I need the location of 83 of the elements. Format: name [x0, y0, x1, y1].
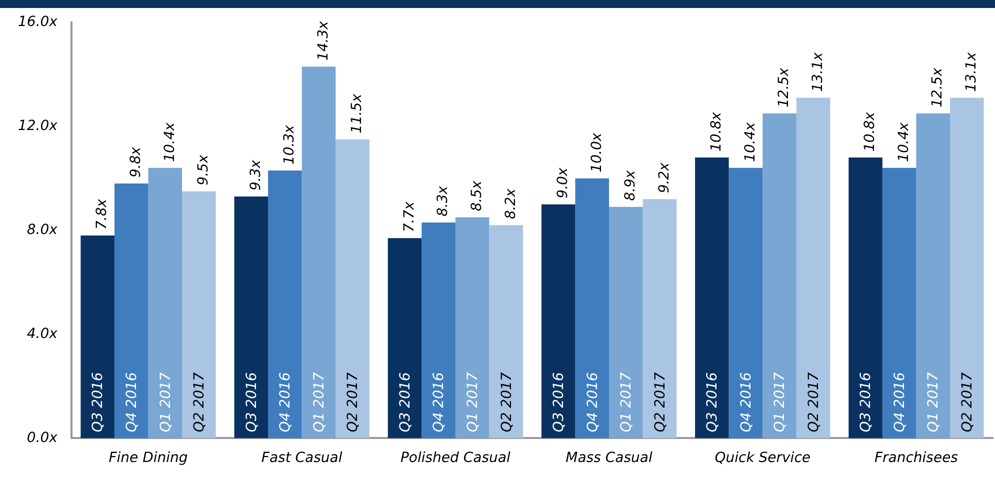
bar: [728, 168, 763, 438]
data-label: 8.3x: [435, 185, 452, 217]
bar: [796, 98, 830, 438]
x-tick-label: Fine Dining: [108, 450, 188, 466]
bar: [575, 178, 610, 438]
text: Q1 2017: [464, 372, 481, 432]
bar: [114, 184, 148, 438]
series-label: Q2 2017: [192, 372, 208, 432]
data-label: 13.1x: [964, 52, 980, 92]
bar: [762, 113, 796, 438]
bar: [695, 158, 729, 438]
bar: [882, 168, 916, 438]
y-tick-label: 8.0x: [26, 222, 58, 238]
bar: [388, 238, 422, 438]
y-tick-label: 16.0x: [18, 14, 58, 30]
data-label: 7.7x: [401, 200, 418, 232]
data-label: 9.5x: [196, 154, 212, 186]
data-label: 8.2x: [502, 188, 519, 220]
data-label: 11.5x: [349, 93, 366, 134]
bar: [489, 225, 524, 438]
data-label: 7.8x: [94, 198, 110, 230]
text: Q3 2016: [858, 372, 874, 432]
data-label: 9.3x: [248, 159, 264, 191]
text: Q1 2017: [618, 372, 635, 432]
data-label: 10.4x: [742, 122, 758, 162]
data-label: 10.0x: [588, 132, 605, 172]
data-label: 13.1x: [810, 52, 826, 92]
bar: [268, 170, 302, 438]
text: Q3 2016: [397, 372, 414, 432]
text: Q1 2017: [926, 372, 942, 432]
text: Q2 2017: [806, 372, 822, 432]
data-label: 9.0x: [554, 167, 571, 198]
series-label: Q3 2016: [90, 372, 106, 432]
bar: [234, 196, 268, 438]
data-label: 14.3x: [315, 20, 332, 61]
bar: [336, 139, 370, 438]
data-label: 9.2x: [656, 162, 672, 194]
bar: [182, 191, 216, 438]
x-tick-label: Quick Service: [714, 450, 811, 466]
x-tick-label: Fast Casual: [261, 450, 342, 466]
text: Q4 2016: [278, 372, 294, 432]
x-tick-label: Franchisees: [874, 450, 958, 466]
text: Q4 2016: [431, 372, 448, 432]
x-tick-label: Polished Casual: [400, 450, 510, 466]
y-tick-label: 4.0x: [26, 326, 58, 342]
text: Q2 2017: [652, 372, 668, 432]
bar: [302, 66, 336, 438]
series-label: Q4 2016: [124, 372, 140, 432]
bar: [541, 204, 576, 438]
data-label: 10.8x: [708, 111, 725, 152]
data-label: 9.8x: [128, 146, 144, 178]
data-label: 8.5x: [468, 180, 485, 212]
bar: [950, 98, 984, 438]
text: Q3 2016: [244, 372, 260, 432]
x-tick-label: Mass Casual: [566, 450, 652, 466]
text: Q4 2016: [738, 372, 754, 432]
y-tick-label: 12.0x: [18, 118, 58, 134]
text: Q2 2017: [498, 372, 515, 432]
y-tick-label: 0.0x: [26, 430, 58, 446]
bar: [148, 168, 182, 438]
bar: [609, 206, 643, 438]
data-label: 10.8x: [862, 111, 878, 152]
data-label: 10.4x: [162, 122, 178, 162]
text: Q1 2017: [311, 372, 328, 432]
bar: [422, 222, 456, 438]
bar: [455, 217, 490, 438]
bar: [642, 199, 677, 438]
text: Q4 2016: [584, 372, 601, 432]
text: Q3 2016: [704, 372, 721, 432]
text: Q4 2016: [892, 372, 908, 432]
text: Q1 2017: [772, 372, 788, 432]
bar: [916, 113, 950, 438]
data-label: 12.5x: [930, 67, 946, 108]
data-label: 10.4x: [896, 122, 912, 162]
text: Q3 2016: [550, 372, 567, 432]
data-label: 12.5x: [776, 67, 792, 108]
bar: [848, 158, 882, 438]
text: Q2 2017: [960, 372, 976, 432]
series-label: Q1 2017: [158, 372, 174, 432]
data-label: 8.9x: [622, 170, 639, 201]
data-label: 10.3x: [282, 124, 298, 165]
text: Q2 2017: [345, 372, 362, 432]
bar: [80, 236, 114, 438]
